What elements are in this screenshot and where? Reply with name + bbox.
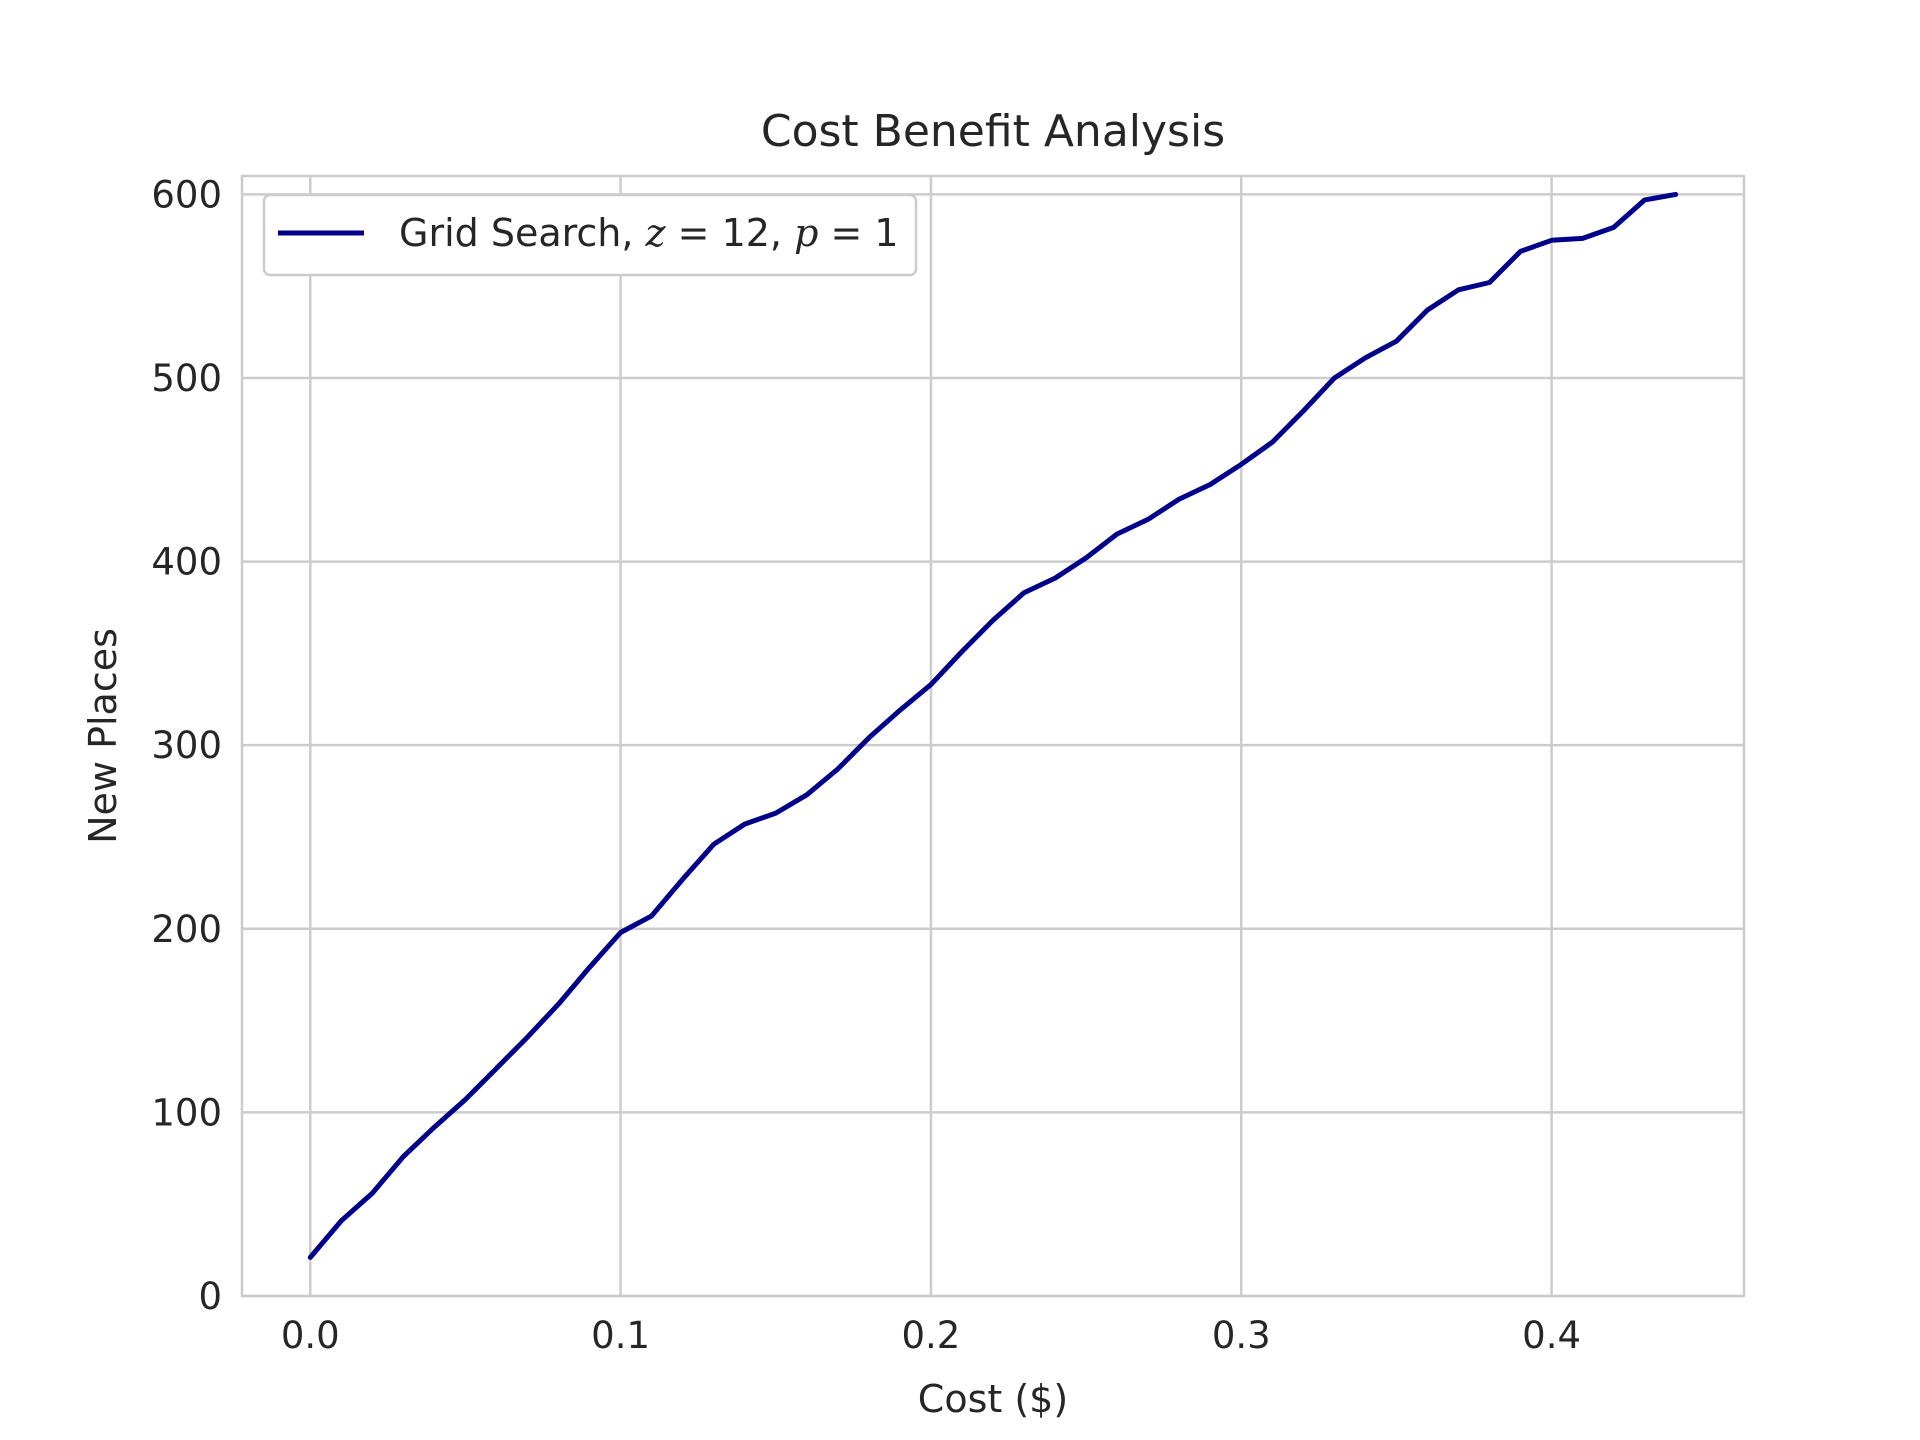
plot-frame [240, 174, 1746, 1298]
legend-label: Grid Search, z = 12, p = 1 [399, 211, 899, 255]
legend-eq-p: = 1 [818, 211, 898, 255]
y-tick-label: 200 [151, 908, 222, 951]
legend-box [262, 193, 918, 277]
y-axis-label: New Places [81, 628, 125, 844]
y-tick-label: 100 [151, 1091, 222, 1134]
legend-eq-z: = 12, [666, 211, 795, 255]
y-tick-label: 0 [198, 1275, 222, 1318]
y-tick-label: 600 [151, 173, 222, 216]
x-tick-label: 0.4 [1522, 1314, 1581, 1357]
legend: Grid Search, z = 12, p = 1 [262, 193, 918, 277]
tick-labels: 0.0 0.1 0.2 0.3 0.4 0 100 200 300 400 500 600 [151, 173, 1581, 1357]
series-line [307, 191, 1679, 1260]
y-tick-label: 400 [151, 541, 222, 584]
grid [242, 176, 1744, 1298]
y-tick-label: 300 [151, 724, 222, 767]
x-tick-label: 0.1 [591, 1314, 650, 1357]
legend-prefix: Grid Search, [399, 211, 646, 255]
x-axis-label: Cost ($) [918, 1377, 1068, 1421]
chart-title: Cost Benefit Analysis [761, 106, 1225, 157]
legend-var-z: z [645, 211, 667, 255]
x-tick-label: 0.2 [902, 1314, 961, 1357]
x-tick-label: 0.0 [281, 1314, 340, 1357]
series-layer [307, 191, 1679, 1260]
legend-var-p: p [794, 211, 818, 255]
y-tick-label: 500 [151, 357, 222, 400]
x-tick-label: 0.3 [1212, 1314, 1271, 1357]
